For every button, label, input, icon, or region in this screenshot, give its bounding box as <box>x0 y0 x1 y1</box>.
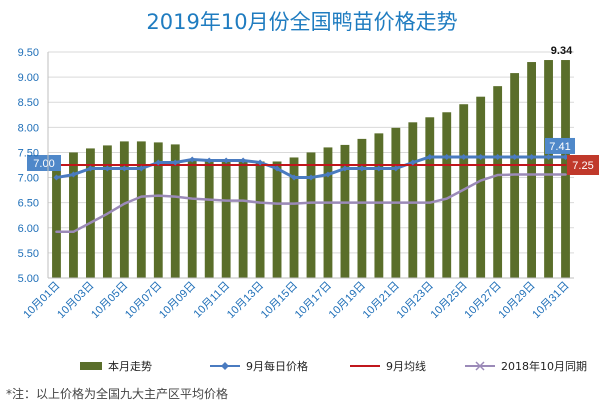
point-daily <box>155 159 162 166</box>
point-daily <box>121 165 128 172</box>
y-tick-label: 9.00 <box>18 72 39 84</box>
series-line-last-year <box>55 173 567 234</box>
point-daily <box>358 165 365 172</box>
legend-item-bars: 本月走势 <box>80 355 152 377</box>
bar <box>493 86 503 278</box>
point-daily <box>274 165 281 172</box>
bar <box>561 60 570 279</box>
data-label-daily: 7.41 <box>549 141 570 153</box>
point-daily <box>443 153 450 160</box>
bar <box>52 155 61 278</box>
bar <box>527 62 536 278</box>
y-tick-label: 5.00 <box>18 273 39 285</box>
bar <box>374 133 384 278</box>
point-daily <box>494 153 501 160</box>
bar <box>425 117 435 279</box>
bar <box>306 152 316 278</box>
bar <box>86 148 95 278</box>
legend-item-last-year: 2018年10月同期 <box>465 355 587 377</box>
y-tick-label: 7.00 <box>18 173 39 185</box>
bar <box>255 161 265 278</box>
point-daily <box>240 157 247 164</box>
data-label-max: 9.34 <box>551 45 573 57</box>
point-daily <box>511 153 518 160</box>
point-daily <box>477 153 484 160</box>
point-daily <box>528 153 535 160</box>
bar <box>459 104 469 278</box>
y-tick-label: 9.50 <box>18 47 39 59</box>
legend-label-average: 9月均线 <box>386 360 426 373</box>
bar <box>340 144 350 278</box>
point-daily <box>104 165 111 172</box>
point-daily <box>138 165 145 172</box>
y-tick-label: 8.50 <box>18 97 39 109</box>
bar-layer <box>52 60 570 279</box>
bar <box>153 142 163 278</box>
bar <box>323 147 333 278</box>
legend-label-daily: 9月每日价格 <box>246 360 308 373</box>
bar <box>289 157 299 278</box>
bar <box>442 112 452 279</box>
point-daily <box>460 153 467 160</box>
point-daily <box>341 165 348 172</box>
point-daily <box>426 153 433 160</box>
legend-label-last-year: 2018年10月同期 <box>501 360 587 373</box>
point-daily <box>257 159 264 166</box>
bar <box>238 160 248 278</box>
y-tick-label: 8.00 <box>18 122 39 134</box>
label-layer: 9.34 7.41 7.00 7.25 <box>27 45 599 175</box>
point-daily <box>409 159 416 166</box>
bar <box>544 60 553 279</box>
legend-item-daily: 9月每日价格 <box>210 355 308 377</box>
x-tick-label: 10月09日 <box>157 280 198 321</box>
legend-swatch-last-year <box>465 361 495 371</box>
chart-legend: 本月走势 9月每日价格 9月均线 2018年10月同期 <box>70 355 590 377</box>
legend-item-average: 9月均线 <box>350 355 426 377</box>
y-tick-label: 7.50 <box>18 147 39 159</box>
point-daily <box>87 165 94 172</box>
line-layer <box>53 153 569 234</box>
y-tick-label: 5.50 <box>18 248 39 260</box>
legend-label-bars: 本月走势 <box>108 360 152 373</box>
bar <box>119 141 129 278</box>
point-daily <box>375 165 382 172</box>
bar <box>408 122 418 278</box>
legend-swatch-daily <box>210 362 240 370</box>
point-daily <box>189 156 196 163</box>
point-daily <box>70 171 77 178</box>
bar <box>102 145 112 278</box>
footnote: *注：以上价格为全国九大主产区平均价格 <box>6 387 229 401</box>
y-tick-label: 6.00 <box>18 223 39 235</box>
point-daily <box>324 171 331 178</box>
point-daily <box>545 153 552 160</box>
y-tick-label: 6.50 <box>18 198 39 210</box>
data-label-daily-box <box>545 137 575 154</box>
point-daily <box>223 157 230 164</box>
data-label-average-left-box <box>27 155 61 171</box>
bar <box>69 152 78 278</box>
point-daily <box>206 157 213 164</box>
data-label-average-left: 7.00 <box>33 158 54 170</box>
data-label-average-right-box <box>567 155 599 175</box>
point-daily <box>308 174 314 181</box>
bar <box>187 159 197 278</box>
data-label-average-right: 7.25 <box>572 160 593 172</box>
bar <box>170 144 180 278</box>
bar <box>357 138 367 278</box>
bar <box>221 159 231 278</box>
point-daily <box>172 159 179 166</box>
bar <box>204 159 214 278</box>
bar <box>136 141 146 278</box>
chart-title: 2019年10月份全国鸭苗价格走势 <box>146 10 458 34</box>
bar <box>476 96 486 278</box>
legend-swatch-bars <box>80 362 102 370</box>
legend-swatch-average <box>350 365 380 367</box>
point-daily <box>392 165 399 172</box>
point-daily <box>53 174 60 181</box>
bar <box>272 161 282 278</box>
point-daily <box>291 174 298 181</box>
x-tick-label: 10月31日 <box>530 280 571 321</box>
